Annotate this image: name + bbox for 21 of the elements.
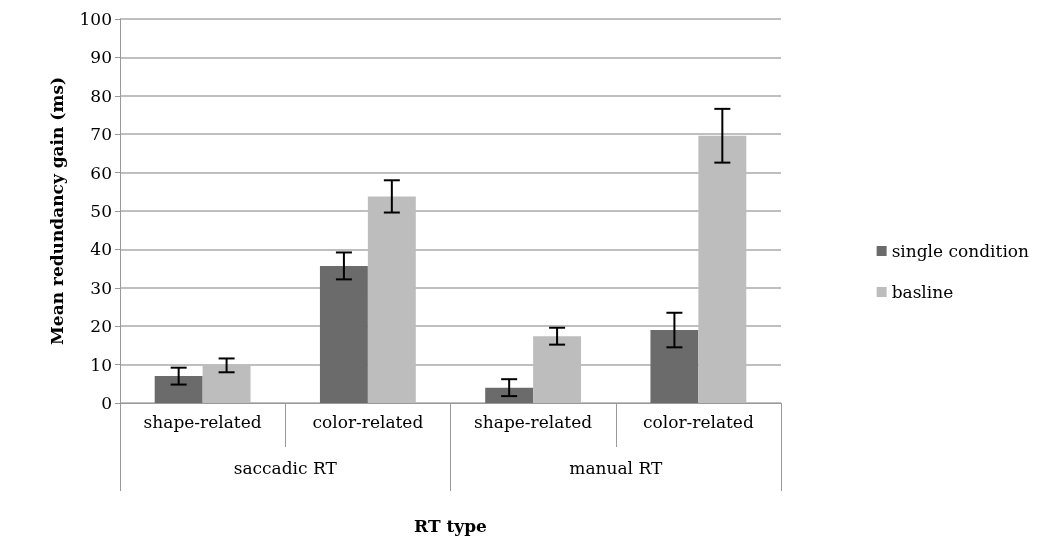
y-tick-label: 80 bbox=[90, 85, 112, 106]
y-tick-label: 50 bbox=[90, 201, 112, 221]
legend-label: basline bbox=[891, 282, 954, 302]
y-axis-title: Mean redundancy gain (ms) bbox=[46, 77, 67, 345]
y-tick-label: 100 bbox=[79, 9, 112, 29]
text: manual RT bbox=[569, 457, 663, 478]
legend-label: single condition bbox=[891, 241, 1030, 261]
y-tick-label: 0 bbox=[101, 393, 112, 413]
x-tick-label: shape-related bbox=[143, 411, 262, 432]
y-tick-label: 70 bbox=[90, 124, 112, 145]
y-tick-label: 40 bbox=[90, 239, 112, 260]
x-tick-label: shape-related bbox=[474, 411, 593, 432]
y-tick-label: 10 bbox=[90, 354, 112, 375]
x-tick-label: color-related bbox=[312, 411, 424, 432]
y-tick-label: 90 bbox=[90, 47, 112, 68]
y-tick-label: 20 bbox=[90, 316, 112, 337]
x-tick-label: color-related bbox=[642, 411, 754, 432]
text: saccadic RT bbox=[233, 457, 338, 478]
y-tick-label: 30 bbox=[90, 277, 112, 298]
x-axis-title: RT type bbox=[414, 515, 488, 536]
y-tick-label: 60 bbox=[90, 162, 112, 183]
